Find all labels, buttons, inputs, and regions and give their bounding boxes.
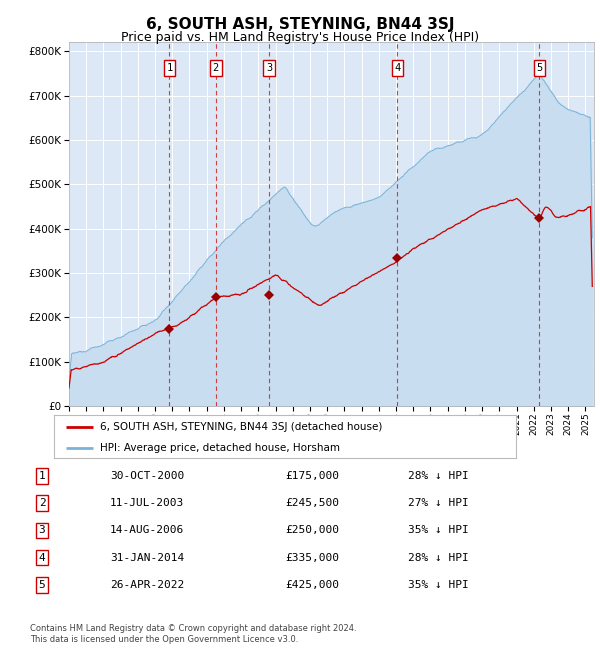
Text: 35% ↓ HPI: 35% ↓ HPI [407,580,469,590]
Text: HPI: Average price, detached house, Horsham: HPI: Average price, detached house, Hors… [100,443,340,453]
Text: 1: 1 [38,471,46,481]
Text: £335,000: £335,000 [285,552,339,563]
Text: 31-JAN-2014: 31-JAN-2014 [110,552,184,563]
Text: 6, SOUTH ASH, STEYNING, BN44 3SJ: 6, SOUTH ASH, STEYNING, BN44 3SJ [146,17,454,32]
Text: 28% ↓ HPI: 28% ↓ HPI [407,471,469,481]
Text: 14-AUG-2006: 14-AUG-2006 [110,525,184,536]
Text: Contains HM Land Registry data © Crown copyright and database right 2024.
This d: Contains HM Land Registry data © Crown c… [30,624,356,644]
Text: 3: 3 [38,525,46,536]
Text: £175,000: £175,000 [285,471,339,481]
Text: 26-APR-2022: 26-APR-2022 [110,580,184,590]
Text: 4: 4 [394,63,401,73]
Text: Price paid vs. HM Land Registry's House Price Index (HPI): Price paid vs. HM Land Registry's House … [121,31,479,44]
Text: 4: 4 [38,552,46,563]
Text: 30-OCT-2000: 30-OCT-2000 [110,471,184,481]
Text: 35% ↓ HPI: 35% ↓ HPI [407,525,469,536]
Text: £425,000: £425,000 [285,580,339,590]
Text: 28% ↓ HPI: 28% ↓ HPI [407,552,469,563]
Text: 5: 5 [38,580,46,590]
Text: £250,000: £250,000 [285,525,339,536]
Text: 5: 5 [536,63,542,73]
Text: 1: 1 [166,63,172,73]
Text: 6, SOUTH ASH, STEYNING, BN44 3SJ (detached house): 6, SOUTH ASH, STEYNING, BN44 3SJ (detach… [100,422,383,432]
Text: 11-JUL-2003: 11-JUL-2003 [110,498,184,508]
Text: 27% ↓ HPI: 27% ↓ HPI [407,498,469,508]
Text: 3: 3 [266,63,272,73]
Text: 2: 2 [38,498,46,508]
Text: 2: 2 [213,63,219,73]
Text: £245,500: £245,500 [285,498,339,508]
